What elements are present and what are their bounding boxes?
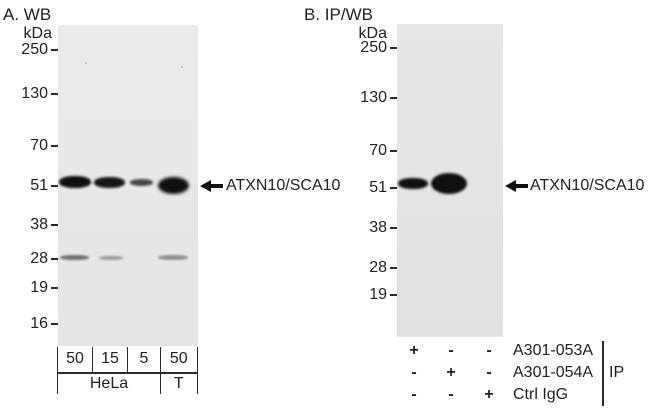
panel-a-marker-38kda: 38 — [0, 215, 58, 235]
ip-antibody-label: A301-054A — [513, 364, 594, 381]
ip-sign: - — [448, 386, 454, 403]
dust-speck — [181, 66, 183, 68]
panel-a-band-label: ATXN10/SCA10 — [226, 177, 341, 194]
ip-sign: + — [409, 342, 419, 359]
panel-b-marker-28kda: 28 — [330, 258, 397, 278]
marker-value: 28 — [369, 259, 387, 276]
tick-mark — [51, 93, 58, 95]
wb-band-lane3-51kda — [130, 179, 153, 186]
ip-table-row: - - + Ctrl IgG — [0, 384, 650, 406]
panel-b-kda-unit-label: kDa — [358, 25, 387, 42]
tick-mark — [390, 267, 397, 269]
panel-a-marker-19kda: 19 — [0, 278, 58, 298]
sample-group-label: HeLa — [57, 373, 160, 394]
tick-mark — [51, 49, 58, 51]
wb-band-lane4-28kda — [158, 255, 188, 260]
panel-a-sample-group-row: HeLa T — [57, 373, 198, 394]
panel-a-marker-28kda: 28 — [0, 249, 58, 269]
sample-group-label: T — [160, 373, 198, 394]
wb-band-lane2-28kda — [99, 256, 123, 260]
wb-band-lane2-51kda — [431, 173, 467, 194]
tick-mark — [51, 145, 58, 147]
lane-amount-cell: 50 — [57, 347, 92, 372]
marker-value: 19 — [369, 286, 387, 303]
panel-a-marker-250kda: 250 — [0, 40, 58, 60]
tick-mark — [390, 294, 397, 296]
ip-bracket-line — [602, 341, 604, 406]
panel-b-marker-130kda: 130 — [330, 88, 397, 108]
panel-a-title: A. WB — [3, 5, 52, 24]
lane-amount-cell: 5 — [127, 347, 160, 372]
wb-band-lane1-51kda — [59, 176, 91, 188]
marker-value: 51 — [30, 177, 48, 194]
panel-a-marker-130kda: 130 — [0, 84, 58, 104]
panel-a-marker-70kda: 70 — [0, 136, 58, 156]
tick-mark — [51, 287, 58, 289]
panel-b-marker-70kda: 70 — [330, 141, 397, 161]
panel-b-marker-51kda: 51 — [330, 178, 397, 198]
panel-b-marker-250kda: 250 — [330, 38, 397, 58]
dust-speck — [85, 62, 87, 64]
ip-sign: - — [486, 342, 492, 359]
tick-mark — [390, 97, 397, 99]
panel-a-band-arrow-icon — [200, 180, 223, 192]
wb-band-lane1-51kda — [398, 178, 428, 189]
tick-mark — [390, 187, 397, 189]
ip-table-row: - + - A301-054A — [0, 362, 650, 384]
ip-sign: - — [486, 364, 492, 381]
ip-antibody-label: A301-053A — [513, 342, 594, 359]
lane-amount-cell: 15 — [92, 347, 127, 372]
panel-b-marker-38kda: 38 — [330, 218, 397, 238]
arrow-head-icon — [200, 180, 211, 192]
tick-mark — [390, 227, 397, 229]
tick-mark — [51, 185, 58, 187]
ip-bracket-label: IP — [609, 364, 625, 381]
lane-amount-cell: 50 — [160, 347, 198, 372]
marker-value: 250 — [21, 41, 48, 58]
marker-value: 16 — [30, 315, 48, 332]
panel-a-table-divider — [57, 372, 198, 374]
tick-mark — [51, 258, 58, 260]
marker-value: 51 — [369, 179, 387, 196]
panel-a-kda-unit-label: kDa — [23, 25, 52, 42]
arrow-shaft — [211, 184, 223, 188]
ip-sign: - — [411, 386, 417, 403]
wb-band-lane2-51kda — [94, 177, 125, 188]
marker-value: 28 — [30, 250, 48, 267]
marker-value: 130 — [21, 85, 48, 102]
ip-sign: - — [448, 342, 454, 359]
panel-b-title: B. IP/WB — [304, 5, 373, 24]
marker-value: 250 — [360, 39, 387, 56]
wb-band-lane4-51kda — [158, 177, 189, 194]
tick-mark — [51, 323, 58, 325]
tick-mark — [390, 47, 397, 49]
marker-value: 130 — [360, 89, 387, 106]
arrow-head-icon — [505, 180, 516, 192]
ip-sign: + — [446, 364, 456, 381]
panel-b-band-arrow-icon — [505, 180, 528, 192]
panel-a-marker-16kda: 16 — [0, 314, 58, 334]
ip-sign: - — [411, 364, 417, 381]
tick-mark — [51, 224, 58, 226]
ip-antibody-label: Ctrl IgG — [513, 386, 569, 403]
marker-value: 70 — [369, 142, 387, 159]
wb-band-lane1-28kda — [60, 255, 89, 260]
marker-value: 38 — [369, 219, 387, 236]
ip-sign: + — [484, 386, 494, 403]
panel-b-band-label: ATXN10/SCA10 — [530, 177, 645, 194]
arrow-shaft — [516, 184, 528, 188]
tick-mark — [390, 150, 397, 152]
marker-value: 19 — [30, 279, 48, 296]
ip-table-row: + - - A301-053A — [0, 340, 650, 362]
marker-value: 38 — [30, 216, 48, 233]
panel-a-marker-51kda: 51 — [0, 176, 58, 196]
panel-a-lane-amount-row: 50 15 5 50 — [57, 347, 198, 372]
panel-b-marker-19kda: 19 — [330, 285, 397, 305]
marker-value: 70 — [30, 137, 48, 154]
